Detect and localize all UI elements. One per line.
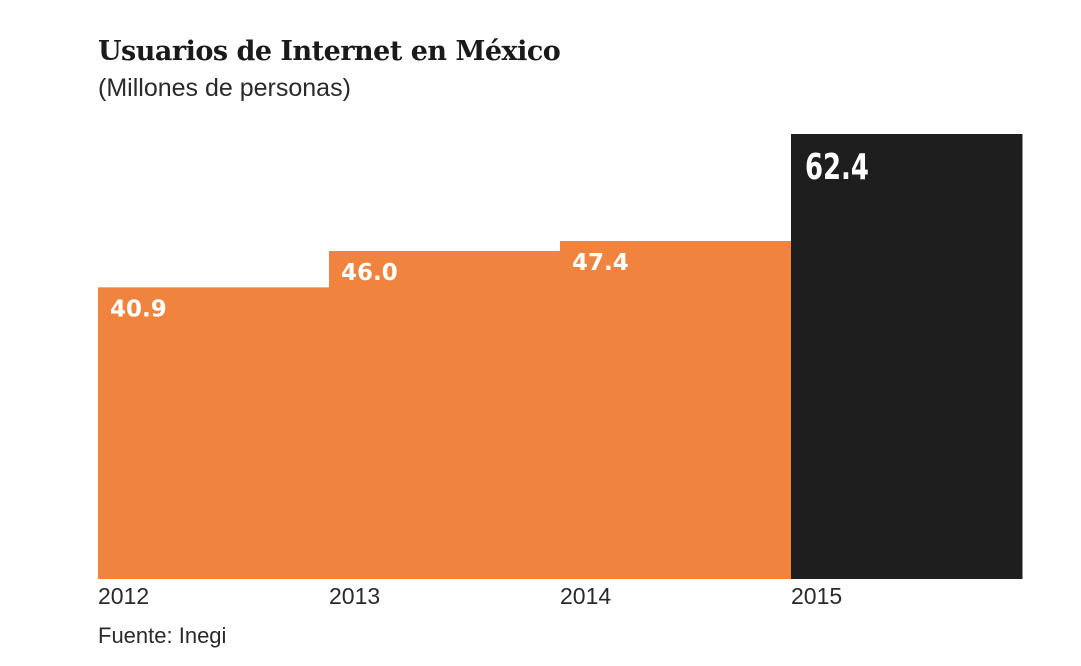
- chart-title: Usuarios de Internet en México: [98, 36, 561, 67]
- x-tick-label: 2013: [329, 583, 380, 609]
- bar-2015: [791, 134, 1023, 579]
- source-note: Fuente: Inegi: [98, 623, 227, 648]
- bar-2014: [560, 240, 792, 579]
- data-label: 40.9: [110, 296, 167, 322]
- bar-2013: [329, 250, 561, 579]
- x-tick-label: 2012: [98, 583, 149, 609]
- data-label: 46.0: [341, 260, 398, 286]
- x-tick-label: 2015: [791, 583, 842, 609]
- bar-2012: [98, 287, 330, 579]
- chart-subtitle: (Millones de personas): [98, 74, 351, 102]
- data-label: 47.4: [572, 250, 629, 276]
- data-label: 62.4: [805, 146, 869, 188]
- x-tick-label: 2014: [560, 583, 611, 609]
